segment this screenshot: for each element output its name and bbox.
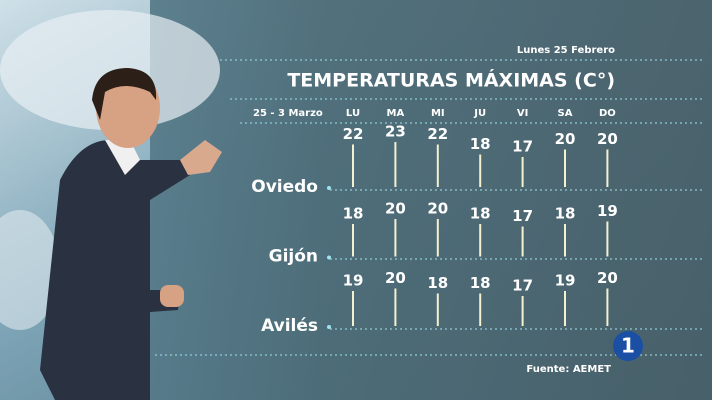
- temperature: 20: [385, 269, 406, 287]
- temperature: 17: [512, 138, 533, 156]
- temperature: 18: [427, 274, 448, 292]
- title: TEMPERATURAS MÁXIMAS (C°): [287, 69, 615, 92]
- day: VI: [517, 108, 528, 119]
- day: MI: [431, 108, 445, 119]
- city-dot: [327, 186, 331, 190]
- presenter: [40, 68, 222, 400]
- temperature: 22: [343, 125, 364, 143]
- day: DO: [599, 108, 616, 119]
- day: MA: [387, 108, 405, 119]
- day: SA: [558, 108, 573, 119]
- temperature: 18: [470, 274, 491, 292]
- source: Fuente: AEMET: [526, 364, 611, 375]
- temperature: 19: [555, 272, 576, 290]
- temperature: 18: [470, 205, 491, 223]
- city: Gijón: [269, 247, 318, 267]
- panel: [150, 0, 712, 400]
- temperature: 20: [427, 200, 448, 218]
- day: JU: [473, 108, 486, 119]
- temperature: 17: [512, 207, 533, 225]
- temperature: 20: [597, 269, 618, 287]
- temperature: 20: [555, 130, 576, 148]
- temperature: 23: [385, 123, 406, 141]
- temperature: 19: [343, 272, 364, 290]
- date: Lunes 25 Febrero: [517, 45, 615, 56]
- city-dot: [327, 255, 331, 260]
- city: Avilés: [261, 316, 318, 336]
- temperature: 18: [555, 205, 576, 223]
- temperature: 18: [470, 135, 491, 153]
- temperature: 19: [597, 202, 618, 220]
- separators: [155, 59, 705, 356]
- temperature: 18: [343, 205, 364, 223]
- city-dot: [327, 325, 331, 329]
- day: LU: [346, 108, 360, 119]
- logo: [613, 331, 643, 361]
- temperature: 17: [512, 277, 533, 295]
- cloud: [0, 210, 60, 330]
- city: Oviedo: [251, 177, 318, 197]
- logo-text: 1: [621, 334, 635, 358]
- temperature: 20: [385, 200, 406, 218]
- period: 25 - 3 Marzo: [253, 108, 323, 119]
- cloud: [0, 10, 220, 130]
- temperature: 22: [427, 125, 448, 143]
- temperature: 20: [597, 130, 618, 148]
